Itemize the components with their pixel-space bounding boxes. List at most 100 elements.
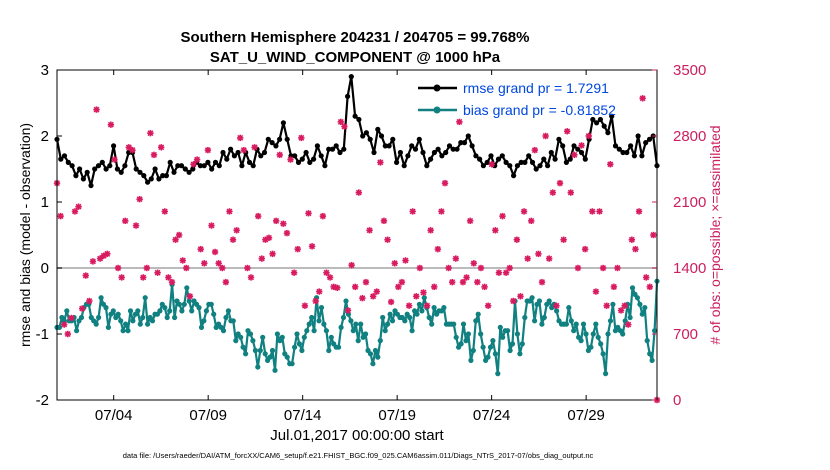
- bias-point: [279, 334, 285, 340]
- obs-marker-stroke: [118, 274, 125, 281]
- obs-count-marker: [531, 146, 539, 154]
- obs-marker-stroke: [186, 293, 193, 300]
- obs-count-marker: [459, 278, 467, 286]
- bias-point: [478, 331, 484, 337]
- bias-point: [304, 328, 310, 334]
- obs-count-marker: [441, 179, 449, 187]
- obs-count-marker: [305, 210, 312, 217]
- bias-point: [78, 314, 85, 321]
- rmse-point: [386, 143, 392, 149]
- obs-count-marker: [122, 217, 129, 225]
- obs-marker-stroke: [452, 255, 459, 262]
- obs-count-marker: [542, 132, 549, 140]
- rmse-point: [484, 159, 490, 165]
- rmse-point: [590, 116, 596, 123]
- obs-marker-stroke: [355, 189, 362, 196]
- bias-point: [514, 331, 521, 337]
- obs-marker-stroke: [125, 144, 132, 151]
- rmse-point: [378, 133, 385, 139]
- obs-count-marker: [556, 179, 564, 187]
- bias-point: [588, 344, 594, 350]
- obs-marker-stroke: [237, 134, 244, 141]
- bias-point: [500, 334, 506, 340]
- rmse-point: [126, 149, 132, 156]
- bias-point: [593, 321, 599, 327]
- obs-marker-stroke: [589, 208, 596, 215]
- rmse-point: [420, 149, 426, 156]
- obs-count-marker: [510, 297, 517, 305]
- obs-marker-stroke: [363, 279, 369, 286]
- rmse-point: [111, 143, 117, 149]
- rmse-point: [261, 149, 268, 156]
- bias-point: [292, 344, 298, 350]
- bias-point: [338, 324, 344, 330]
- obs-marker-stroke: [133, 222, 140, 229]
- obs-count-marker: [312, 297, 319, 305]
- bias-point: [595, 334, 601, 340]
- obs-count-marker: [193, 156, 201, 163]
- x-tick-label: 07/19: [378, 407, 416, 424]
- obs-marker-stroke: [273, 217, 280, 224]
- rmse-point: [69, 163, 75, 169]
- obs-count-marker: [229, 236, 237, 243]
- rmse-point: [224, 156, 230, 162]
- rmse-point: [435, 146, 441, 152]
- obs-count-marker: [434, 245, 442, 253]
- obs-count-marker: [316, 288, 323, 295]
- rmse-point: [548, 149, 554, 156]
- obs-marker-stroke: [571, 151, 578, 158]
- obs-marker-stroke: [424, 302, 431, 309]
- bias-point: [110, 308, 116, 314]
- legend-rmse-text: rmse grand pr = 1.7291: [463, 80, 609, 96]
- obs-marker-stroke: [122, 217, 129, 224]
- obs-count-marker: [391, 260, 398, 267]
- obs-marker-stroke: [165, 274, 172, 281]
- obs-marker-stroke: [413, 293, 420, 300]
- obs-marker-stroke: [398, 279, 405, 286]
- bias-point: [419, 308, 425, 314]
- obs-count-marker: [513, 236, 521, 243]
- obs-marker-stroke: [179, 257, 186, 264]
- bias-point: [167, 308, 173, 314]
- bias-point: [377, 338, 383, 344]
- bias-point: [639, 311, 645, 317]
- obs-marker-stroke: [143, 265, 150, 271]
- obs-marker-stroke: [204, 147, 211, 154]
- bias-point: [382, 328, 388, 334]
- rmse-point: [424, 163, 430, 169]
- x-axis-ticks: 07/04 07/09 07/14 07/19 07/24 07/29: [95, 70, 605, 424]
- obs-count-marker: [71, 208, 79, 215]
- rmse-point: [480, 163, 486, 169]
- right-tick-label: 2800: [673, 128, 706, 145]
- rmse-point: [507, 163, 513, 169]
- obs-marker-stroke: [646, 283, 653, 290]
- rmse-point: [190, 166, 196, 172]
- obs-marker-stroke: [309, 243, 316, 250]
- bias-point: [539, 321, 545, 327]
- rmse-point: [567, 156, 573, 162]
- obs-marker-stroke: [240, 147, 247, 154]
- obs-marker-stroke: [528, 217, 535, 224]
- bias-point: [367, 351, 374, 357]
- obs-marker-stroke: [495, 269, 502, 276]
- obs-count-marker: [240, 146, 248, 154]
- obs-marker-stroke: [488, 161, 495, 168]
- obs-marker-stroke: [294, 246, 301, 253]
- rmse-point: [95, 163, 102, 169]
- obs-marker-stroke: [64, 331, 71, 337]
- rmse-point: [488, 153, 494, 159]
- obs-marker-stroke: [621, 302, 628, 309]
- obs-marker-stroke: [352, 283, 359, 290]
- legend-rmse-marker: [433, 84, 441, 92]
- rmse-point: [612, 143, 619, 149]
- obs-count-marker: [251, 144, 258, 151]
- bias-point: [179, 308, 185, 314]
- bias-point: [323, 328, 329, 334]
- rmse-point: [465, 133, 471, 139]
- obs-count-marker: [201, 260, 208, 267]
- bias-point: [247, 331, 254, 337]
- rmse-point: [428, 156, 434, 162]
- rmse-point: [382, 143, 388, 149]
- obs-count-marker: [60, 321, 68, 328]
- rmse-point: [148, 176, 154, 182]
